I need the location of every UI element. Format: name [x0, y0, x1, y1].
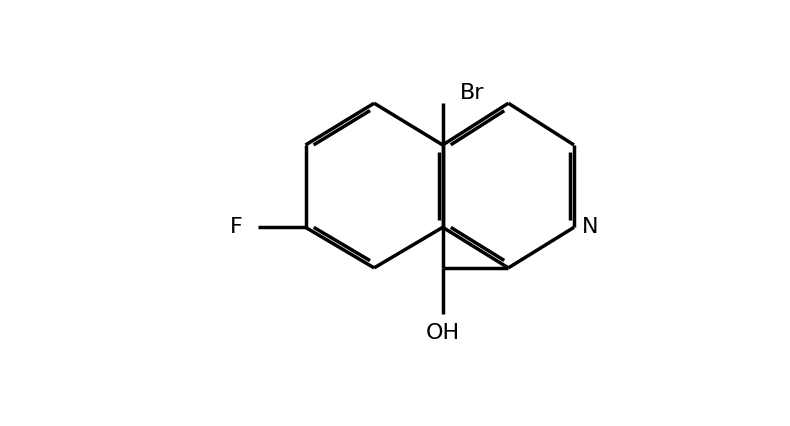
Text: F: F	[230, 217, 243, 237]
Text: Br: Br	[460, 83, 484, 103]
Text: OH: OH	[426, 323, 460, 343]
Text: N: N	[581, 217, 598, 237]
